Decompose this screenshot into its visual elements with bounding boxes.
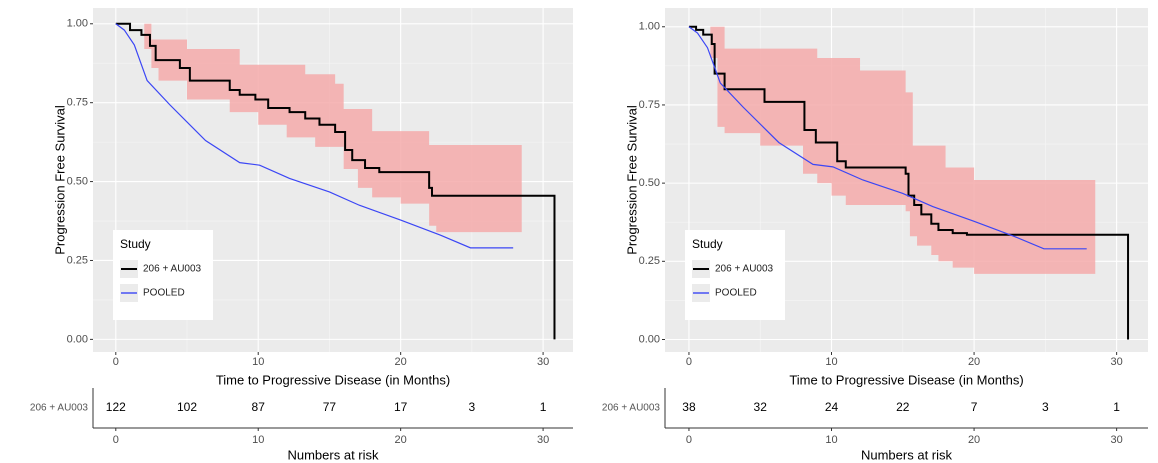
x-tick-label: 0 [686,356,692,368]
risk-row-label: 206 + AU003 [30,403,89,414]
x-tick-label: 20 [395,356,407,368]
x-tick-label: 20 [968,356,980,368]
risk-count: 17 [394,400,408,414]
risk-x-tick-label: 0 [686,434,692,446]
x-axis-title: Time to Progressive Disease (in Months) [216,372,450,387]
risk-count: 38 [682,400,696,414]
risk-count: 1 [1113,400,1120,414]
risk-axis-title: Numbers at risk [287,447,379,462]
risk-count: 1 [540,400,547,414]
ci-band [115,23,522,233]
survival-step-curve [688,25,1130,340]
risk-count: 3 [1042,400,1049,414]
legend-label: POOLED [715,288,757,299]
legend-title: Study [120,237,151,251]
y-tick-label: 0.00 [639,333,660,345]
y-tick-label: 0.25 [67,254,88,266]
risk-x-tick-label: 0 [113,434,119,446]
risk-count: 24 [825,400,839,414]
legend-label: 206 + AU003 [715,264,774,275]
x-tick-label: 10 [252,356,264,368]
risk-count: 22 [896,400,910,414]
legend-label: 206 + AU003 [143,264,202,275]
x-tick-label: 0 [113,356,119,368]
y-tick-label: 0.50 [639,177,660,189]
survival-step-curve [115,22,556,340]
risk-count: 7 [971,400,978,414]
y-tick-label: 0.00 [67,333,88,345]
risk-count: 122 [106,400,126,414]
risk-x-tick-label: 30 [1111,434,1123,446]
risk-x-tick-label: 20 [395,434,407,446]
y-axis-title: Progression Free Survival [52,105,67,255]
risk-count: 87 [252,400,266,414]
y-tick-label: 0.25 [639,255,660,267]
survival-line [688,26,1087,250]
legend-title: Study [692,237,723,251]
survival-line [115,23,514,249]
legend-label: POOLED [143,288,185,299]
risk-x-tick-label: 10 [252,434,264,446]
y-tick-label: 1.00 [639,21,660,33]
ci-band [688,26,1096,274]
risk-count: 3 [469,400,476,414]
risk-count: 102 [177,400,197,414]
risk-count: 32 [754,400,768,414]
y-tick-label: 0.50 [67,175,88,187]
y-tick-label: 1.00 [67,18,88,30]
y-tick-label: 0.75 [639,99,660,111]
x-tick-label: 30 [537,356,549,368]
x-tick-label: 30 [1111,356,1123,368]
risk-row-label: 206 + AU003 [602,403,661,414]
x-axis-title: Time to Progressive Disease (in Months) [789,372,1023,387]
risk-x-tick-label: 20 [968,434,980,446]
risk-x-tick-label: 30 [537,434,549,446]
x-tick-label: 10 [825,356,837,368]
risk-axis-title: Numbers at risk [861,447,953,462]
y-tick-label: 0.75 [67,97,88,109]
y-axis-title: Progression Free Survival [624,105,639,255]
risk-count: 77 [323,400,337,414]
risk-x-tick-label: 10 [825,434,837,446]
